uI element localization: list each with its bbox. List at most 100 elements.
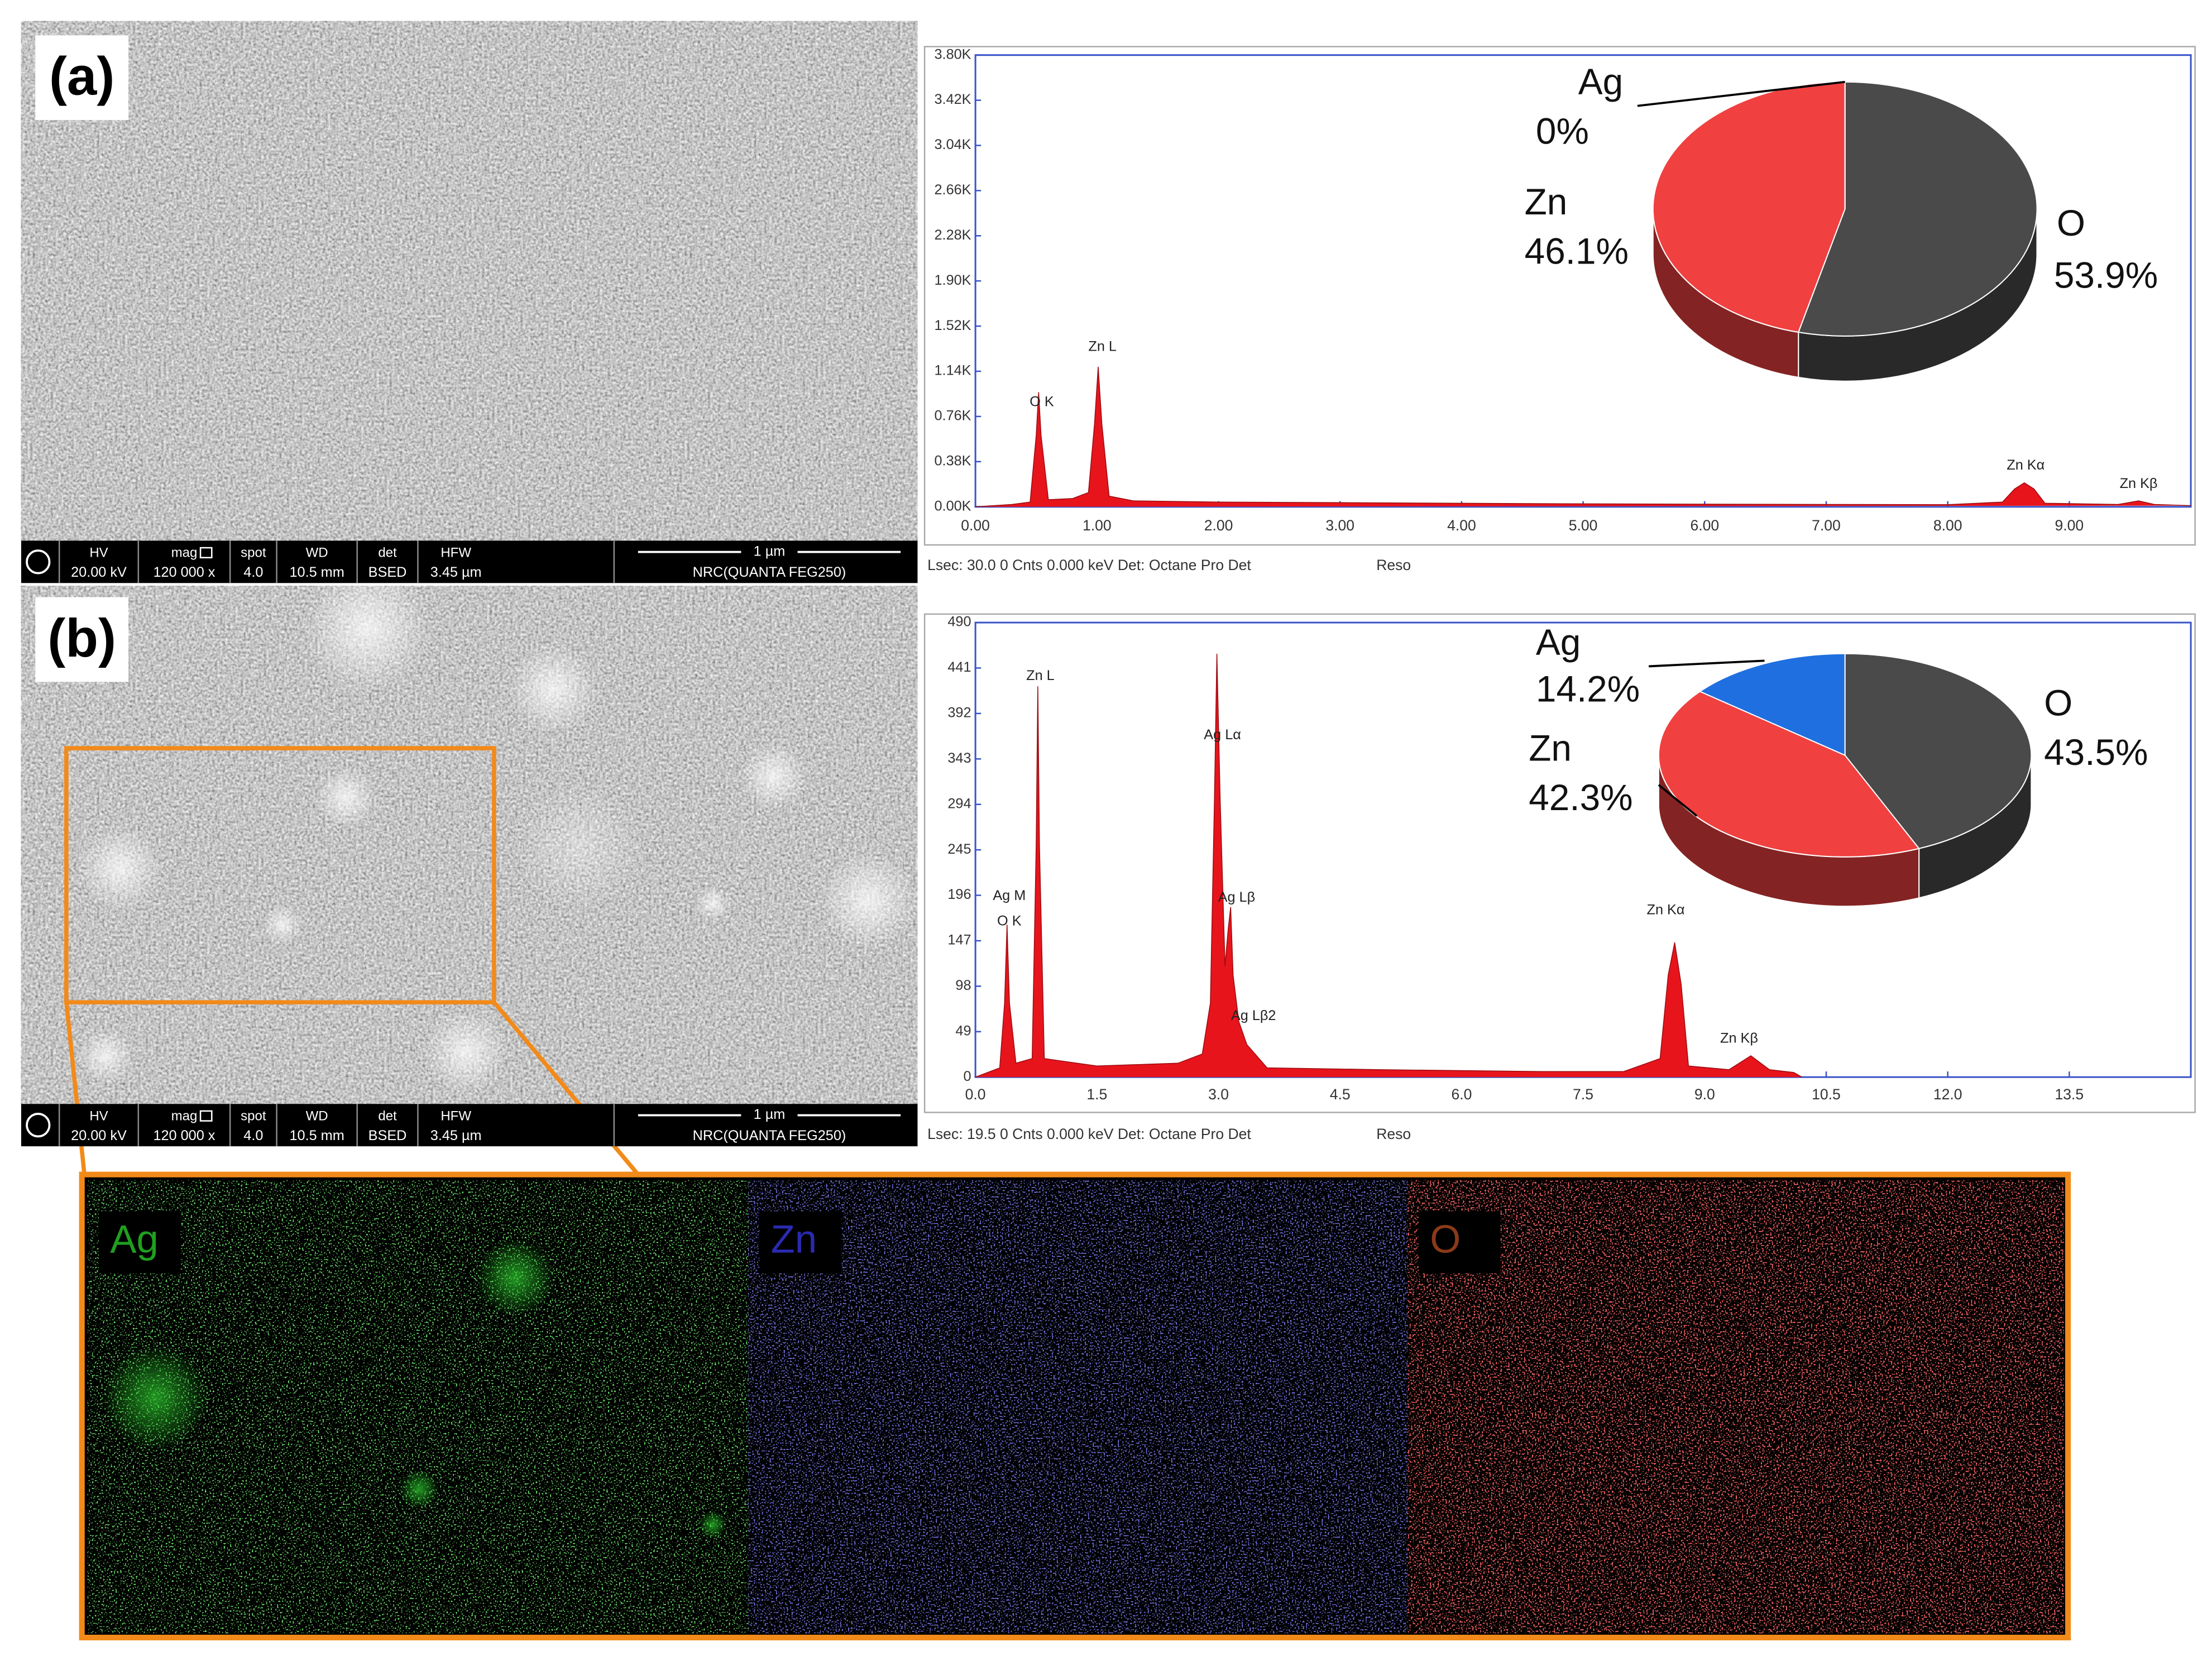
y-tick-label: 490 xyxy=(947,614,971,630)
pie-label: O xyxy=(2057,202,2085,243)
particle xyxy=(515,783,643,911)
zoom-box xyxy=(64,746,496,1004)
info-value: 20.00 kV xyxy=(71,1128,127,1143)
sem-image xyxy=(21,21,918,541)
x-tick-label: 1.00 xyxy=(1083,517,1112,534)
y-tick-label: 1.90K xyxy=(935,272,971,288)
peak-label: O K xyxy=(997,913,1022,929)
particle xyxy=(696,886,730,921)
info-header: det xyxy=(378,545,397,561)
ag-cluster xyxy=(399,1469,439,1509)
panel-label: (b) xyxy=(47,609,116,668)
x-tick-label: 4.5 xyxy=(1330,1086,1351,1103)
footer-note: Reso xyxy=(1376,557,1411,573)
y-tick-label: 441 xyxy=(947,659,971,675)
x-tick-label: 7.00 xyxy=(1812,517,1841,534)
particle xyxy=(78,826,162,911)
map-label: O xyxy=(1430,1218,1461,1262)
info-header: HFW xyxy=(441,545,471,561)
x-tick-label: 13.5 xyxy=(2055,1086,2084,1103)
spectrum xyxy=(975,653,1802,1078)
x-tick-label: 6.0 xyxy=(1451,1086,1472,1103)
ag-cluster xyxy=(698,1510,727,1539)
peak-label: Ag M xyxy=(993,888,1026,903)
y-tick-label: 392 xyxy=(947,705,971,721)
info-value: BSED xyxy=(368,564,407,580)
y-tick-label: 3.04K xyxy=(935,137,971,152)
info-value: BSED xyxy=(368,1128,407,1143)
x-tick-label: 9.0 xyxy=(1694,1086,1715,1103)
pie-label: O xyxy=(2044,682,2072,724)
pie-value-label: 14.2% xyxy=(1536,668,1640,709)
map-label-bg xyxy=(759,1211,841,1274)
y-tick-label: 294 xyxy=(947,796,971,811)
x-tick-label: 2.00 xyxy=(1204,517,1233,534)
leader-line xyxy=(1649,659,1765,668)
map-label-bg xyxy=(1419,1211,1501,1274)
info-value: 120 000 x xyxy=(153,564,215,580)
leader-line xyxy=(1637,80,1845,107)
y-tick-label: 343 xyxy=(947,750,971,766)
x-tick-label: 1.5 xyxy=(1086,1086,1107,1103)
x-tick-label: 8.00 xyxy=(1933,517,1962,534)
pie-slice xyxy=(1698,653,1846,757)
peak-label: Zn L xyxy=(1026,668,1055,683)
zoom-line xyxy=(64,1002,87,1178)
y-tick-label: 2.66K xyxy=(935,182,971,198)
particle xyxy=(508,643,599,734)
info-header: HV xyxy=(89,545,108,561)
x-tick-label: 7.5 xyxy=(1573,1086,1593,1103)
panel-label-bg xyxy=(35,35,129,120)
spectrum xyxy=(975,366,2191,508)
info-value: 3.45 µm xyxy=(430,564,482,580)
ag-clusters xyxy=(102,1238,727,1539)
peak-label: Zn Kβ xyxy=(2120,476,2158,491)
y-tick-label: 3.80K xyxy=(935,46,971,62)
pie-value-label: 43.5% xyxy=(2044,731,2148,773)
peak-label: Zn L xyxy=(1088,339,1117,355)
ag-cluster xyxy=(476,1238,555,1318)
logo xyxy=(26,1113,51,1138)
scale-bg xyxy=(741,543,798,561)
ag-cluster xyxy=(102,1344,209,1452)
peak-label: Ag Lα xyxy=(1204,727,1241,743)
peak-label: Zn Kβ xyxy=(1720,1031,1758,1046)
y-tick-label: 245 xyxy=(947,841,971,857)
y-tick-label: 0.00K xyxy=(935,498,971,514)
peak-label: Zn Kα xyxy=(1647,902,1685,918)
info-value: 10.5 mm xyxy=(289,564,344,580)
y-tick-label: 0 xyxy=(963,1069,971,1084)
info-header: WD xyxy=(306,545,328,561)
y-tick-label: 98 xyxy=(955,978,971,993)
y-tick-label: 0.76K xyxy=(935,408,971,424)
peak-label: Ag Lβ2 xyxy=(1231,1008,1276,1023)
x-tick-label: 4.00 xyxy=(1447,517,1476,534)
pie-value-label: 42.3% xyxy=(1529,777,1632,818)
x-tick-label: 9.00 xyxy=(2055,517,2084,534)
pie-label: Ag xyxy=(1536,621,1581,663)
x-tick-label: 5.00 xyxy=(1569,517,1598,534)
particles xyxy=(78,564,918,1094)
leader-line xyxy=(1658,784,1698,817)
scale-label: 1 µm xyxy=(754,1107,786,1122)
peak-label: Zn Kα xyxy=(2007,457,2045,473)
y-tick-label: 1.52K xyxy=(935,318,971,333)
x-tick-label: 6.00 xyxy=(1690,517,1719,534)
panel-label: (a) xyxy=(49,47,114,107)
y-tick-label: 1.14K xyxy=(935,363,971,379)
info-value: 20.00 kV xyxy=(71,564,127,580)
map-label: Zn xyxy=(771,1218,817,1262)
peak-label: O K xyxy=(1030,394,1054,409)
info-header: spot xyxy=(241,545,266,561)
pie-value-label: 46.1% xyxy=(1525,231,1629,272)
mag-box xyxy=(199,1110,213,1122)
map-label-bg xyxy=(98,1211,181,1274)
info-value: 4.0 xyxy=(243,564,263,580)
info-header: WD xyxy=(306,1108,328,1123)
pie-label: Zn xyxy=(1529,727,1572,769)
x-tick-label: 10.5 xyxy=(1812,1086,1841,1103)
pie-slice xyxy=(1652,81,1846,333)
panel-label-bg xyxy=(35,597,129,682)
